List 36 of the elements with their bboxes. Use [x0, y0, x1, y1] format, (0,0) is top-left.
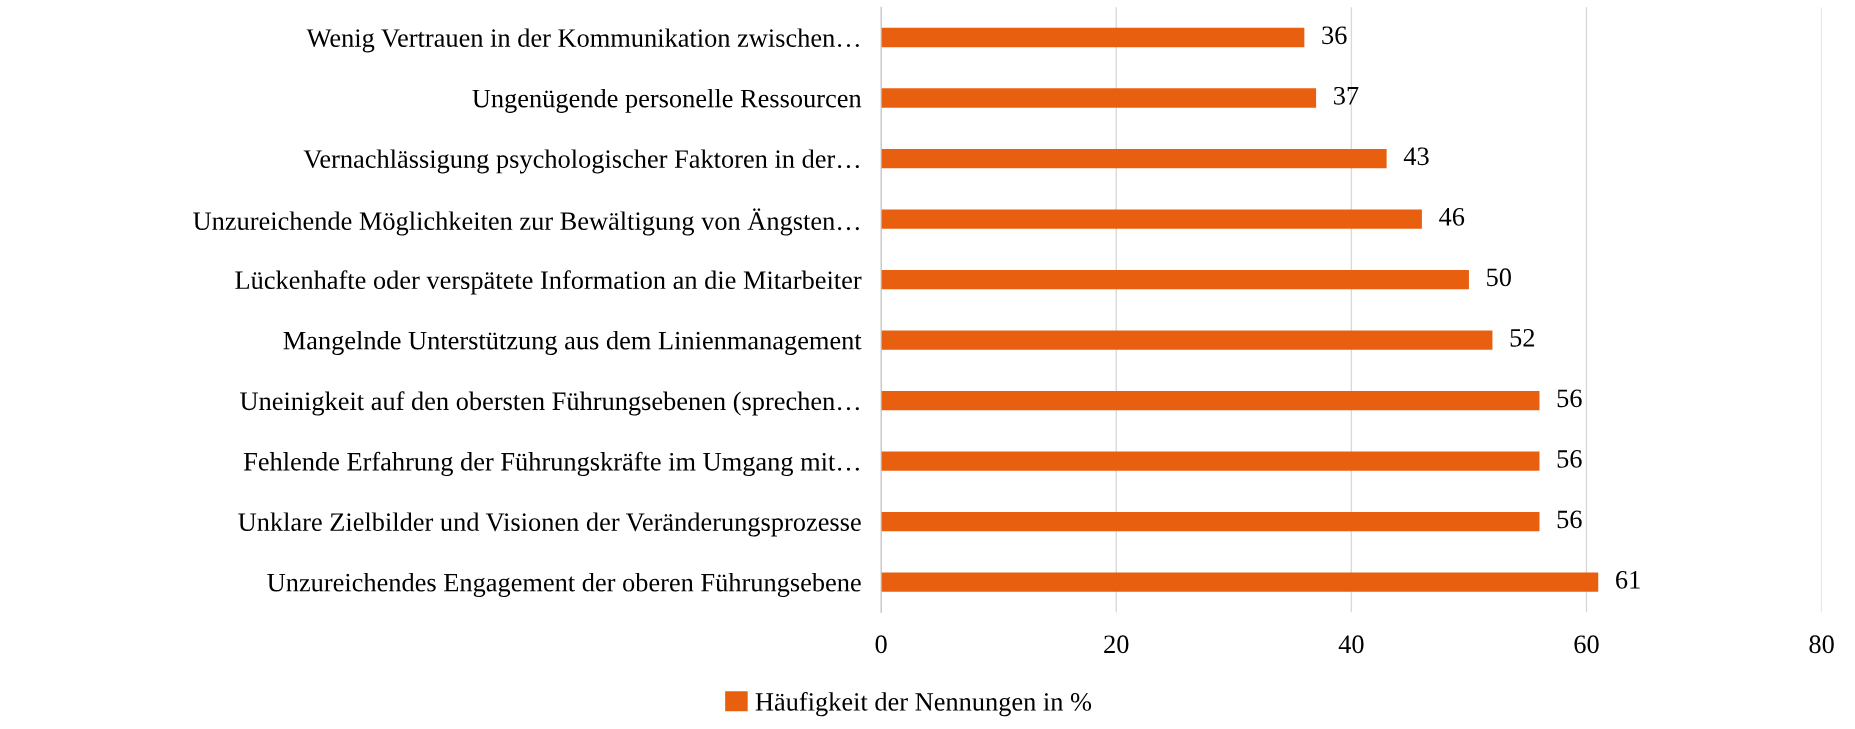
- data-label: 56: [1557, 449, 1582, 468]
- data-label: 56: [1557, 389, 1582, 408]
- bar: [881, 27, 1305, 48]
- x-tick-label: 0: [875, 635, 887, 654]
- data-label: 43: [1403, 147, 1429, 166]
- y-tick-label: Ungenügende personelle Ressourcen: [472, 88, 862, 113]
- y-tick-label: Lückenhafte oder verspätete Information an die Mitarbeiter: [235, 270, 862, 295]
- x-tick-label: 80: [1809, 635, 1834, 654]
- x-tick-label: 20: [1104, 635, 1129, 654]
- bar: [881, 511, 1540, 532]
- y-tick-label: Wenig Vertrauen in der Kommunikation zwischen…: [306, 28, 859, 53]
- bar: [881, 269, 1469, 290]
- data-label: 52: [1510, 328, 1535, 347]
- bar: [881, 88, 1317, 108]
- bar: [881, 390, 1540, 411]
- x-tick-label: 60: [1574, 635, 1599, 654]
- bar: [881, 451, 1540, 471]
- y-tick-label: Unklare Zielbilder und Visionen der Veränderungsprozesse: [238, 512, 861, 537]
- bar: [881, 330, 1493, 350]
- legend-label: Häufigkeit der Nennungen in %: [755, 691, 1092, 717]
- data-label: 61: [1616, 570, 1640, 589]
- data-label: 37: [1334, 86, 1359, 105]
- y-tick-label: Uneinigkeit auf den obersten Führungsebenen (sprechen…: [240, 391, 859, 416]
- data-label: 50: [1487, 268, 1511, 287]
- data-label: 36: [1322, 26, 1347, 45]
- data-label: 46: [1439, 207, 1465, 226]
- x-tick-label: 40: [1338, 635, 1364, 654]
- y-tick-label: Unzureichendes Engagement der oberen Führungsebene: [267, 572, 861, 597]
- y-tick-label: Vernachlässigung psychologischer Faktoren in der…: [303, 149, 859, 174]
- y-tick-label: Mangelnde Unterstützung aus dem Linienmanagement: [283, 330, 862, 355]
- y-tick-label: Unzureichende Möglichkeiten zur Bewältigung von Ängsten…: [193, 208, 859, 236]
- bar: [881, 209, 1422, 229]
- bar: [881, 148, 1387, 169]
- data-label: 56: [1557, 510, 1582, 529]
- y-tick-label: Fehlende Erfahrung der Führungskräfte im Umgang mit…: [243, 451, 859, 477]
- bar: [881, 572, 1599, 592]
